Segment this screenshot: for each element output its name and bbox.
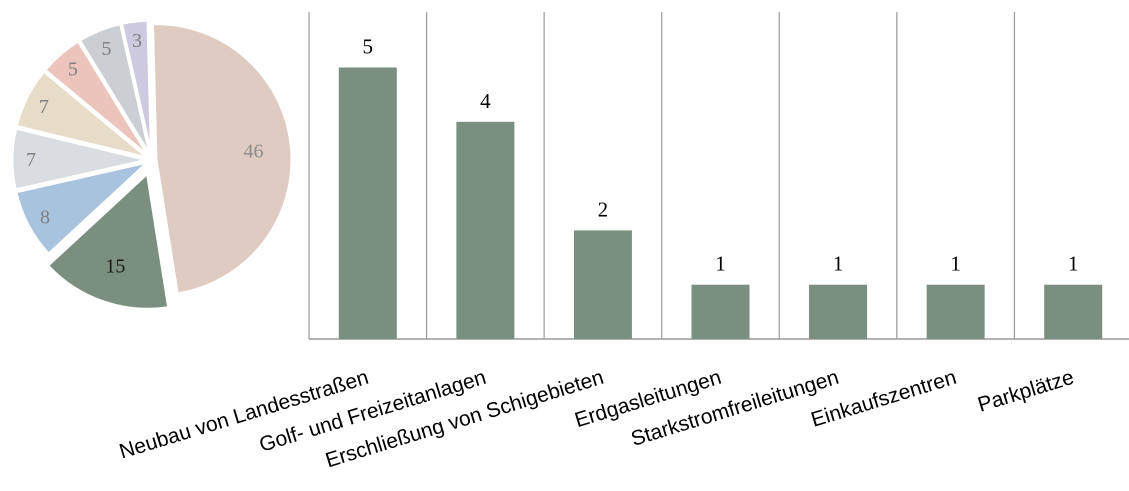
pie-slice-label: 5 [101,38,111,60]
bar-value-label: 5 [363,35,374,59]
bar [809,284,868,339]
pie-slice-label: 5 [68,59,78,81]
pie-slice-label: 3 [132,30,142,52]
bar-value-label: 1 [1068,252,1079,276]
pie-slice-label: 8 [40,206,50,228]
bar-value-label: 1 [715,252,726,276]
category-label: Starkstromfreileitungen [628,366,841,451]
bar [691,284,750,339]
bar [1044,284,1103,339]
pie-slice-label: 7 [39,96,49,118]
bar [456,121,515,339]
pie-slice [14,159,154,257]
pie-slice [10,126,149,192]
pie-slice [150,22,294,296]
bar-value-label: 1 [950,252,961,276]
bar-value-label: 2 [598,197,609,221]
pie-slice [45,170,171,311]
pie-slice-label: 7 [26,149,36,171]
pie-slice-label: 15 [105,256,125,278]
bar [338,67,397,339]
pie-slice [119,18,154,157]
bar [926,284,985,339]
category-label: Parkplätze [975,366,1077,417]
bar-value-label: 4 [480,89,491,113]
pie-slice [14,69,150,160]
bar-value-label: 1 [833,252,844,276]
pie-slice-label: 46 [243,141,263,163]
bar [573,230,632,339]
